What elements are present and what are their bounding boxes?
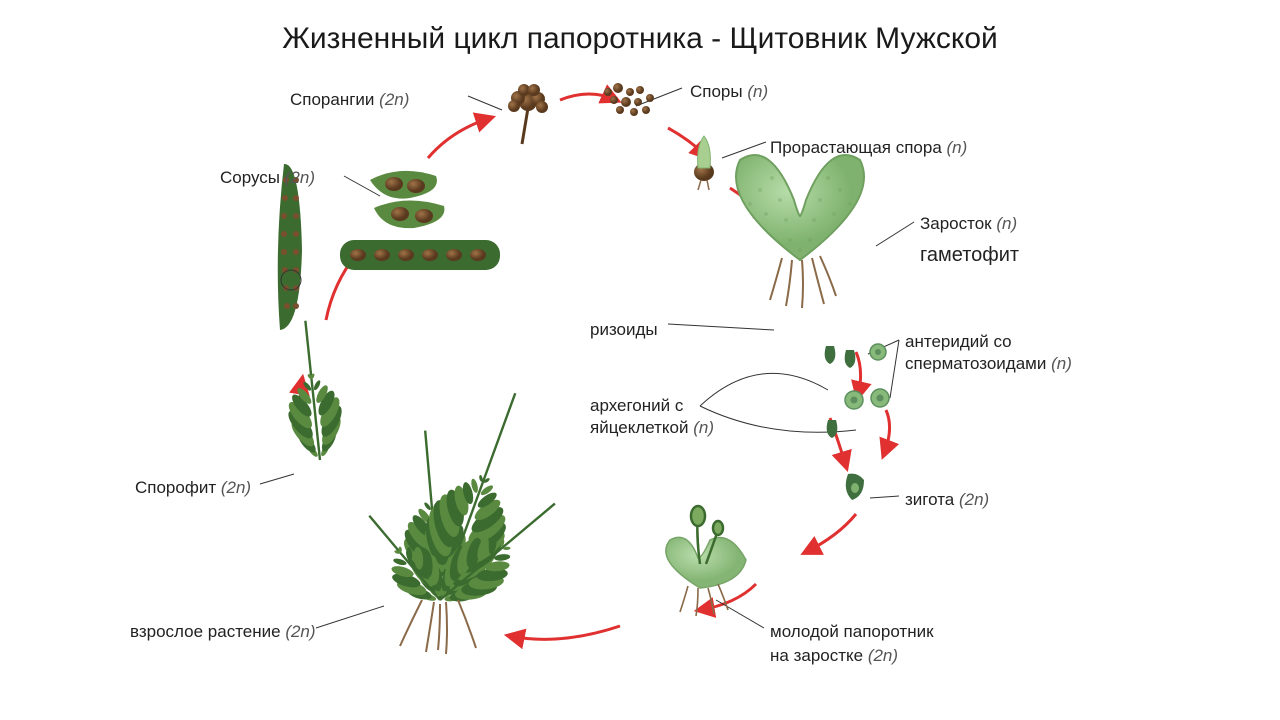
label-ploidy: (2n) [216, 478, 251, 497]
label-rhizoids: ризоиды [590, 320, 658, 340]
germinating-spore-icon [694, 136, 714, 190]
label-archegonium2: яйцеклеткой (n) [590, 418, 714, 438]
label-adult: взрослое растение (2n) [130, 622, 316, 642]
zygote-icon [846, 474, 864, 500]
label-text: яйцеклеткой [590, 418, 689, 437]
label-ploidy: (n) [942, 138, 968, 157]
label-ploidy: (2n) [863, 646, 898, 665]
label-text: молодой папоротник [770, 622, 934, 641]
label-text: Спорофит [135, 478, 216, 497]
label-antheridium: антеридий со [905, 332, 1012, 352]
label-archegonium: архегоний с [590, 396, 683, 416]
prothallus-icon [736, 155, 864, 308]
spores-icon [604, 83, 654, 116]
label-ploidy: (2n) [281, 622, 316, 641]
label-prothallus: Заросток (n) [920, 214, 1017, 234]
label-ploidy: (2n) [374, 90, 409, 109]
label-ploidy: (2n) [954, 490, 989, 509]
label-text: зигота [905, 490, 954, 509]
cycle-diagram [0, 0, 1280, 720]
label-text: Прорастающая спора [770, 138, 942, 157]
label-text: сперматозоидами [905, 354, 1046, 373]
label-ploidy: (n) [689, 418, 715, 437]
label-ploidy: (n) [992, 214, 1018, 233]
label-text: ризоиды [590, 320, 658, 339]
label-text: архегоний с [590, 396, 683, 415]
label-text: гаметофит [920, 244, 1019, 266]
sporangia-icon [508, 84, 548, 144]
label-gametophyte: гаметофит [920, 244, 1019, 267]
label-ploidy: (n) [1046, 354, 1072, 373]
label-young_fern: молодой папоротник [770, 622, 934, 642]
label-sori: Сорусы (2n) [220, 168, 315, 188]
label-germ_spore: Прорастающая спора (n) [770, 138, 967, 158]
label-text: Заросток [920, 214, 992, 233]
label-text: на заростке [770, 646, 863, 665]
sori-strip-icon [278, 164, 302, 330]
label-spores: Споры (n) [690, 82, 768, 102]
label-text: взрослое растение [130, 622, 281, 641]
adult-fern-icon [275, 318, 576, 625]
sori-icon [340, 171, 500, 270]
label-text: Спорангии [290, 90, 374, 109]
label-text: Споры [690, 82, 743, 101]
label-antheridium2: сперматозоидами (n) [905, 354, 1072, 374]
label-ploidy: (n) [743, 82, 769, 101]
adult-fern-roots [400, 600, 476, 654]
label-ploidy: (2n) [280, 168, 315, 187]
label-zygote: зигота (2n) [905, 490, 989, 510]
label-text: Сорусы [220, 168, 280, 187]
label-young_fern2: на заростке (2n) [770, 646, 898, 666]
label-sporangia: Спорангии (2n) [290, 90, 409, 110]
label-text: антеридий со [905, 332, 1012, 351]
label-sporophyte: Спорофит (2n) [135, 478, 251, 498]
